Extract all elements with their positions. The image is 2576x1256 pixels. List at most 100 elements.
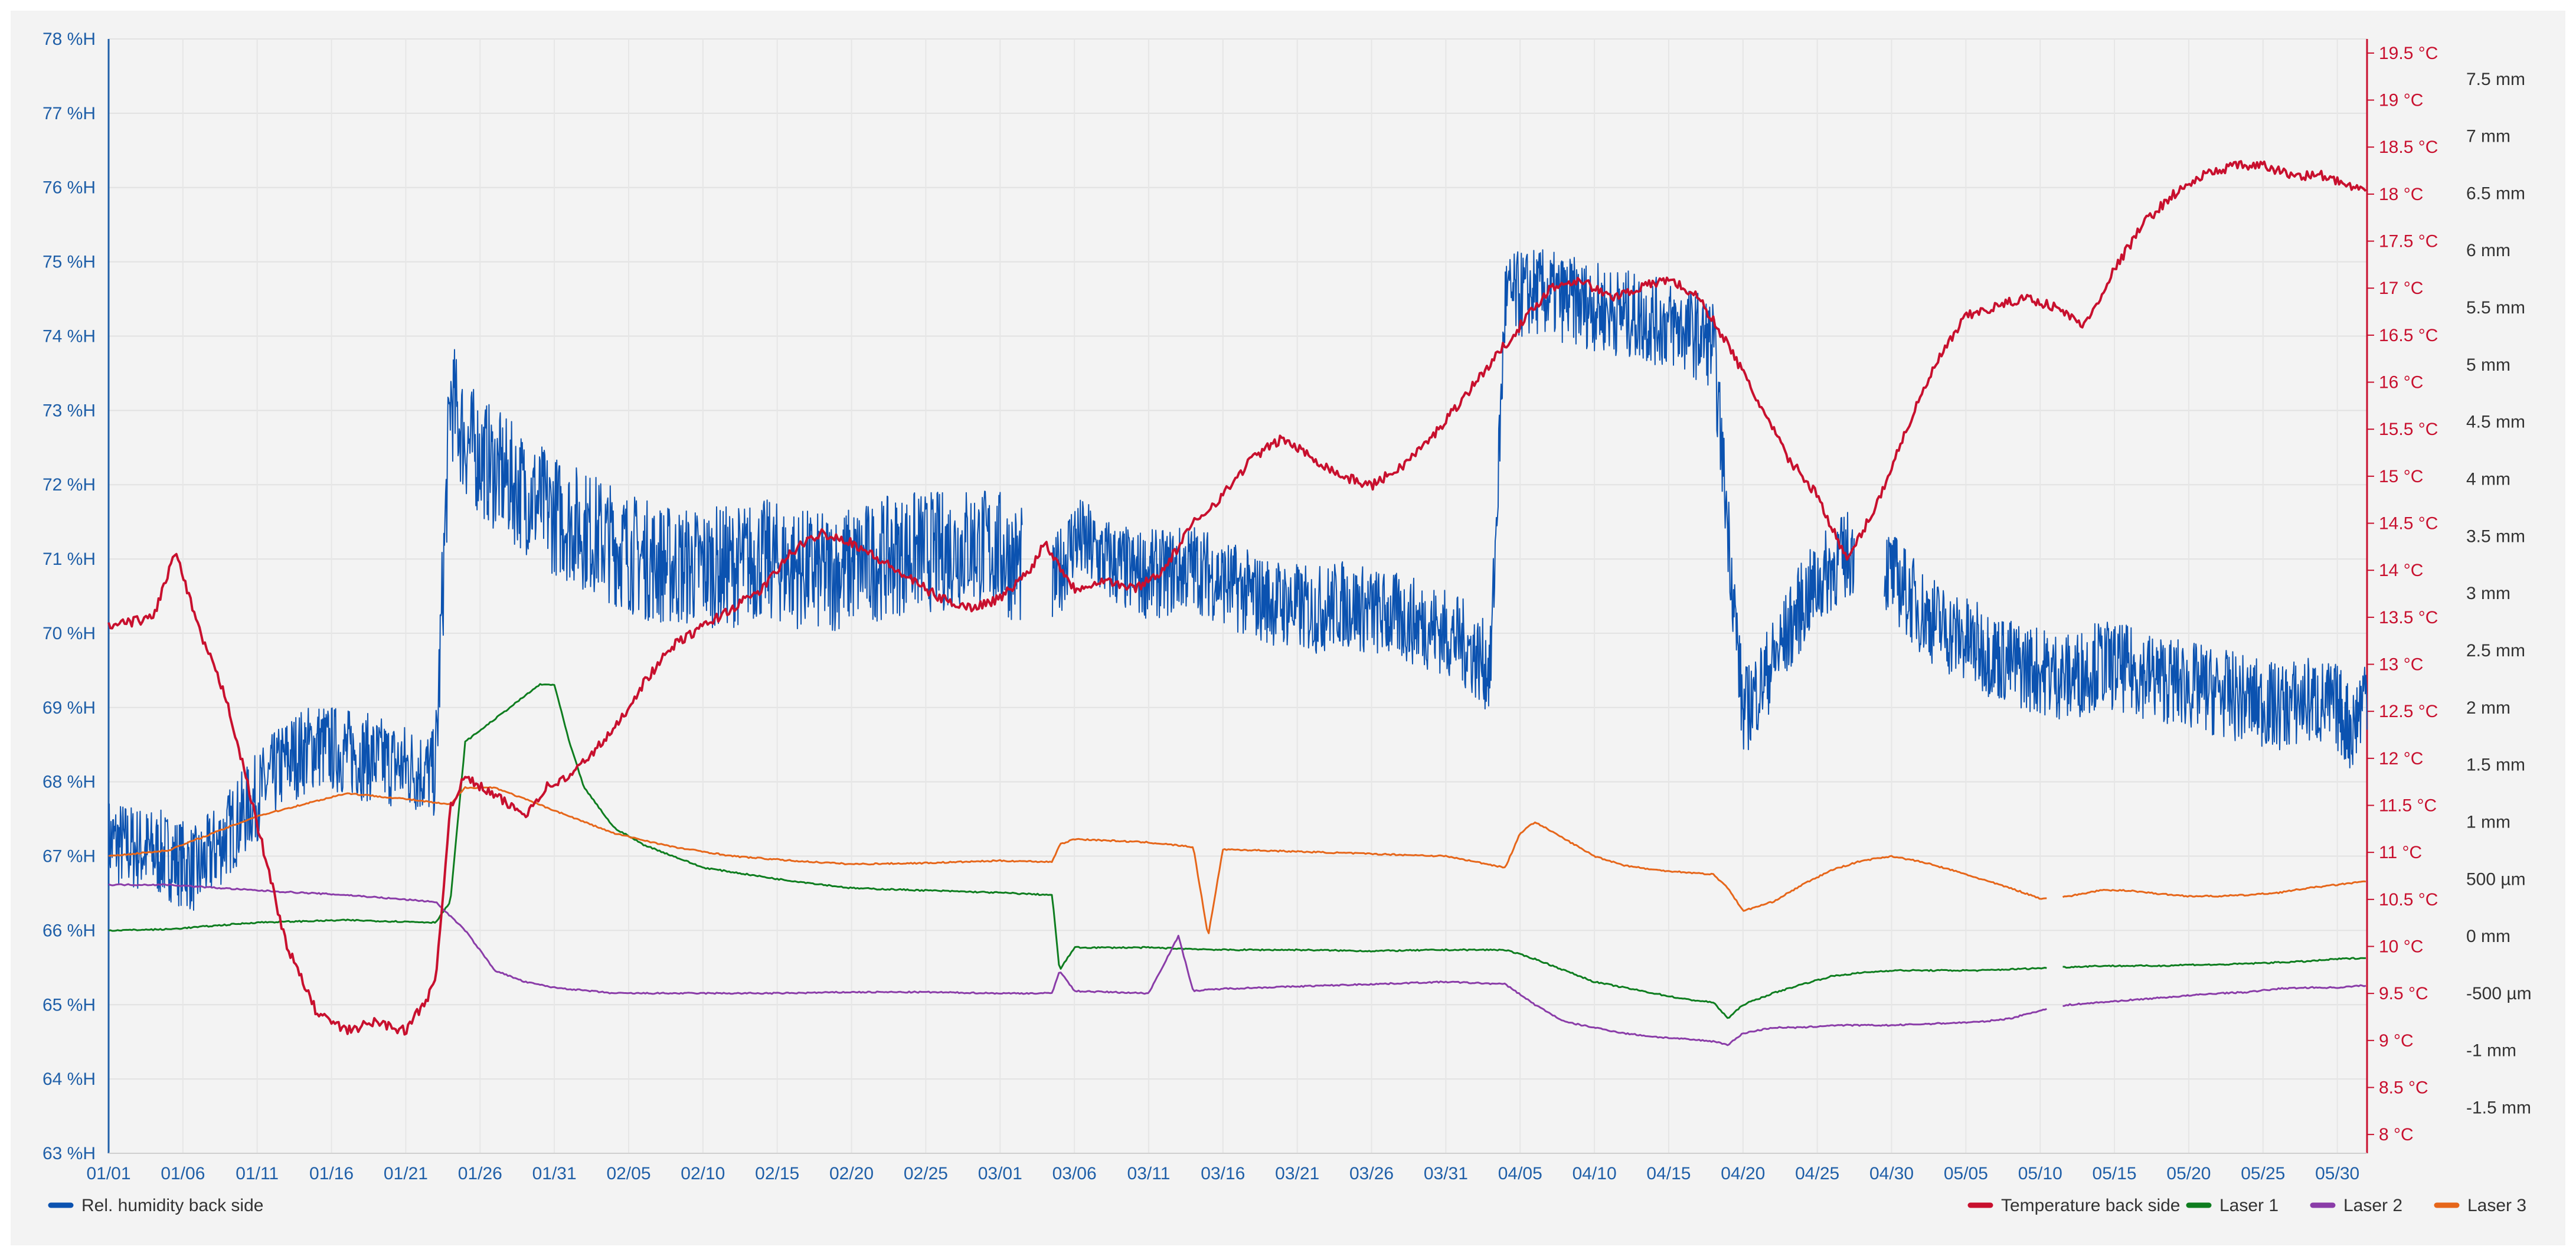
legend-label: Temperature back side [2001,1196,2181,1215]
temperature-tick-label: 10 °C [2379,937,2423,956]
humidity-tick-label: 74 %H [43,326,96,346]
temperature-tick-label: 12.5 °C [2379,702,2438,721]
date-tick-label: 03/26 [1349,1164,1394,1183]
date-tick-label: 02/10 [681,1164,725,1183]
humidity-tick-label: 69 %H [43,698,96,718]
temperature-tick-label: 8.5 °C [2379,1078,2428,1097]
temperature-tick-label: 15.5 °C [2379,420,2438,439]
chart-frame: 63 %H 64 %H 65 %H 66 %H 67 %H 68 %H 69 %H 70 %H… [11,11,2565,1245]
temperature-tick-label: 17.5 °C [2379,232,2438,251]
date-tick-label: 01/16 [309,1164,354,1183]
displacement-tick-label: 6.5 mm [2466,184,2525,203]
temperature-tick-label: 18 °C [2379,185,2423,204]
axis-lines [107,39,2368,1154]
displacement-tick-label: 1.5 mm [2466,755,2525,775]
humidity-tick-label: 76 %H [43,178,96,198]
temperature-tick-label: 19.5 °C [2379,44,2438,63]
legend: Rel. humidity back side Temperature back … [48,1196,2526,1215]
date-tick-label: 01/06 [161,1164,205,1183]
date-tick-label: 03/01 [978,1164,1022,1183]
date-tick-label: 05/20 [2166,1164,2211,1183]
date-tick-label: 03/06 [1052,1164,1097,1183]
date-tick-label: 04/30 [1869,1164,1914,1183]
date-tick-label: 03/16 [1201,1164,1245,1183]
temperature-tick-label: 13.5 °C [2379,608,2438,627]
date-axis-ticks: 01/01 01/06 01/11 01/16 01/21 01/26 01/31 02/05… [86,1164,2359,1183]
series-line-2 [108,683,2366,1019]
humidity-tick-label: 63 %H [43,1144,96,1163]
displacement-tick-label: 4.5 mm [2466,413,2525,432]
series-line-4 [108,786,2366,934]
humidity-tick-label: 68 %H [43,773,96,792]
temperature-axis-ticks: 8 °C 8.5 °C 9 °C 9.5 °C 10 °C 10.5 °C 11 °C 11.… [2367,44,2438,1144]
temperature-tick-label: 18.5 °C [2379,138,2438,157]
humidity-tick-label: 70 %H [43,624,96,643]
date-tick-label: 03/11 [1127,1164,1171,1183]
humidity-tick-label: 65 %H [43,995,96,1015]
legend-label: Laser 1 [2219,1196,2278,1215]
displacement-tick-label: -500 µm [2466,984,2532,1003]
displacement-tick-label: 7 mm [2466,127,2510,146]
date-tick-label: 05/25 [2241,1164,2285,1183]
date-tick-label: 02/15 [755,1164,799,1183]
displacement-tick-label: 3.5 mm [2466,526,2525,546]
date-tick-label: 02/05 [606,1164,650,1183]
date-tick-label: 01/01 [86,1164,130,1183]
temperature-tick-label: 17 °C [2379,279,2423,298]
date-tick-label: 01/26 [458,1164,502,1183]
series-lines [107,160,2368,1046]
displacement-tick-label: 5 mm [2466,355,2510,375]
grid-lines [108,38,2367,1154]
displacement-tick-label: 0 mm [2466,927,2510,946]
humidity-tick-label: 64 %H [43,1069,96,1089]
temperature-tick-label: 9.5 °C [2379,984,2428,1003]
humidity-tick-label: 77 %H [43,104,96,123]
temperature-tick-label: 11 °C [2379,843,2422,862]
temperature-tick-label: 11.5 °C [2379,796,2437,815]
displacement-tick-label: 3 mm [2466,584,2510,603]
temperature-tick-label: 8 °C [2379,1125,2414,1144]
temperature-tick-label: 15 °C [2379,467,2423,486]
temperature-tick-label: 16.5 °C [2379,326,2438,345]
temperature-tick-label: 10.5 °C [2379,890,2438,910]
humidity-tick-label: 78 %H [43,30,96,49]
series-line-3 [108,883,2366,1046]
temperature-tick-label: 12 °C [2379,749,2423,768]
temperature-tick-label: 14 °C [2379,561,2423,580]
legend-label: Laser 2 [2343,1196,2402,1215]
humidity-tick-label: 71 %H [43,550,96,569]
date-tick-label: 03/21 [1275,1164,1319,1183]
humidity-tick-label: 67 %H [43,847,96,866]
displacement-tick-label: 2 mm [2466,698,2510,718]
date-tick-label: 01/31 [532,1164,577,1183]
date-tick-label: 01/21 [384,1164,428,1183]
temperature-tick-label: 9 °C [2379,1031,2414,1051]
date-tick-label: 05/15 [2093,1164,2137,1183]
displacement-tick-label: 6 mm [2466,241,2510,260]
humidity-tick-label: 66 %H [43,921,96,940]
temperature-tick-label: 16 °C [2379,373,2423,392]
humidity-tick-label: 73 %H [43,401,96,420]
displacement-tick-label: 2.5 mm [2466,641,2525,660]
humidity-tick-label: 72 %H [43,475,96,495]
displacement-axis-ticks: -1.5 mm -1 mm -500 µm 0 mm 500 µm 1 mm 1.5 mm 2… [2466,70,2532,1118]
series-line-1 [107,160,2367,1036]
displacement-tick-label: -1.5 mm [2466,1098,2531,1118]
legend-label: Rel. humidity back side [81,1196,263,1215]
date-tick-label: 01/11 [236,1164,279,1183]
date-tick-label: 04/20 [1721,1164,1765,1183]
date-tick-label: 02/20 [829,1164,874,1183]
date-tick-label: 05/30 [2315,1164,2359,1183]
displacement-tick-label: 7.5 mm [2466,70,2525,89]
displacement-tick-label: 5.5 mm [2466,298,2525,318]
temperature-tick-label: 19 °C [2379,91,2423,110]
legend-label: Laser 3 [2467,1196,2526,1215]
humidity-axis-ticks: 63 %H 64 %H 65 %H 66 %H 67 %H 68 %H 69 %H 70 %H… [43,30,96,1163]
date-tick-label: 04/25 [1795,1164,1839,1183]
series-line-0 [108,249,2368,911]
displacement-tick-label: 1 mm [2466,812,2510,832]
line-chart: 63 %H 64 %H 65 %H 66 %H 67 %H 68 %H 69 %H 70 %H… [43,30,2532,1215]
date-tick-label: 04/05 [1498,1164,1542,1183]
humidity-tick-label: 75 %H [43,253,96,272]
date-tick-label: 05/05 [1944,1164,1988,1183]
